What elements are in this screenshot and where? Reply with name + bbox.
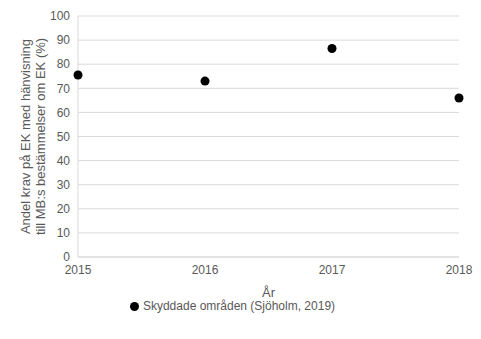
svg-text:60: 60	[57, 106, 71, 120]
svg-text:2015: 2015	[65, 263, 92, 277]
svg-text:100: 100	[50, 9, 70, 23]
svg-text:30: 30	[57, 178, 71, 192]
svg-text:70: 70	[57, 82, 71, 96]
svg-text:2017: 2017	[319, 263, 346, 277]
svg-text:50: 50	[57, 130, 71, 144]
svg-text:20: 20	[57, 202, 71, 216]
svg-text:90: 90	[57, 33, 71, 47]
svg-text:10: 10	[57, 226, 71, 240]
svg-text:Andel krav på EK med hänvisnin: Andel krav på EK med hänvisningtill MB:s…	[18, 38, 48, 235]
html-text:Skyddade områden (Sjöholm, 201: Skyddade områden (Sjöholm, 2019)	[142, 299, 336, 313]
svg-text:2018: 2018	[446, 263, 473, 277]
svg-text:År: År	[262, 285, 276, 300]
svg-text:2016: 2016	[192, 263, 219, 277]
svg-text:80: 80	[57, 57, 71, 71]
svg-text:40: 40	[57, 154, 71, 168]
svg-text:0: 0	[63, 250, 70, 264]
